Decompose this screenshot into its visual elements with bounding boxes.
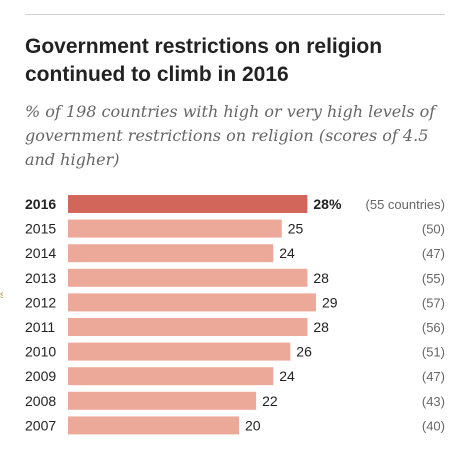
country-count: (50) <box>422 222 445 237</box>
top-rule <box>25 14 445 15</box>
year-label: 2008 <box>25 393 56 409</box>
bar <box>68 293 316 312</box>
value-label: 28 <box>313 319 329 335</box>
year-label: 2009 <box>25 368 56 384</box>
bar <box>68 195 308 213</box>
year-label: 2016 <box>25 196 56 212</box>
value-label: 20 <box>245 417 261 433</box>
bar <box>68 244 274 263</box>
year-label: 2014 <box>25 245 56 261</box>
country-count: (40) <box>422 418 445 433</box>
country-count: (51) <box>422 345 445 360</box>
value-label: 26 <box>296 344 312 360</box>
year-label: 2012 <box>25 294 56 310</box>
value-label: 28% <box>313 196 342 212</box>
country-count: (56) <box>422 320 445 335</box>
value-label: 29 <box>322 294 338 310</box>
bar <box>68 342 291 361</box>
country-count: (43) <box>422 394 445 409</box>
bar <box>68 416 239 435</box>
value-label: 22 <box>262 393 278 409</box>
bar <box>68 219 282 238</box>
value-label: 24 <box>279 368 295 384</box>
country-count: (57) <box>422 295 445 310</box>
value-label: 28 <box>313 270 329 286</box>
year-label: 2007 <box>25 417 56 433</box>
year-label: 2011 <box>25 319 55 335</box>
bar <box>68 268 308 287</box>
year-label: 2015 <box>25 221 56 237</box>
bar <box>68 391 257 410</box>
value-label: 25 <box>288 221 304 237</box>
value-label: 24 <box>279 245 295 261</box>
country-count: (47) <box>422 246 445 261</box>
country-count: (47) <box>422 369 445 384</box>
year-label: 2013 <box>25 270 56 286</box>
bar <box>68 367 274 386</box>
country-count: (55) <box>422 271 445 286</box>
chart-subtitle: % of 198 countries with high or very hig… <box>25 102 436 169</box>
country-count: (55 countries) <box>366 197 445 212</box>
edge-mark: s <box>0 292 3 300</box>
chart-title: Government restrictions on religion cont… <box>25 35 383 86</box>
bar <box>68 318 308 336</box>
year-label: 2010 <box>25 344 56 360</box>
